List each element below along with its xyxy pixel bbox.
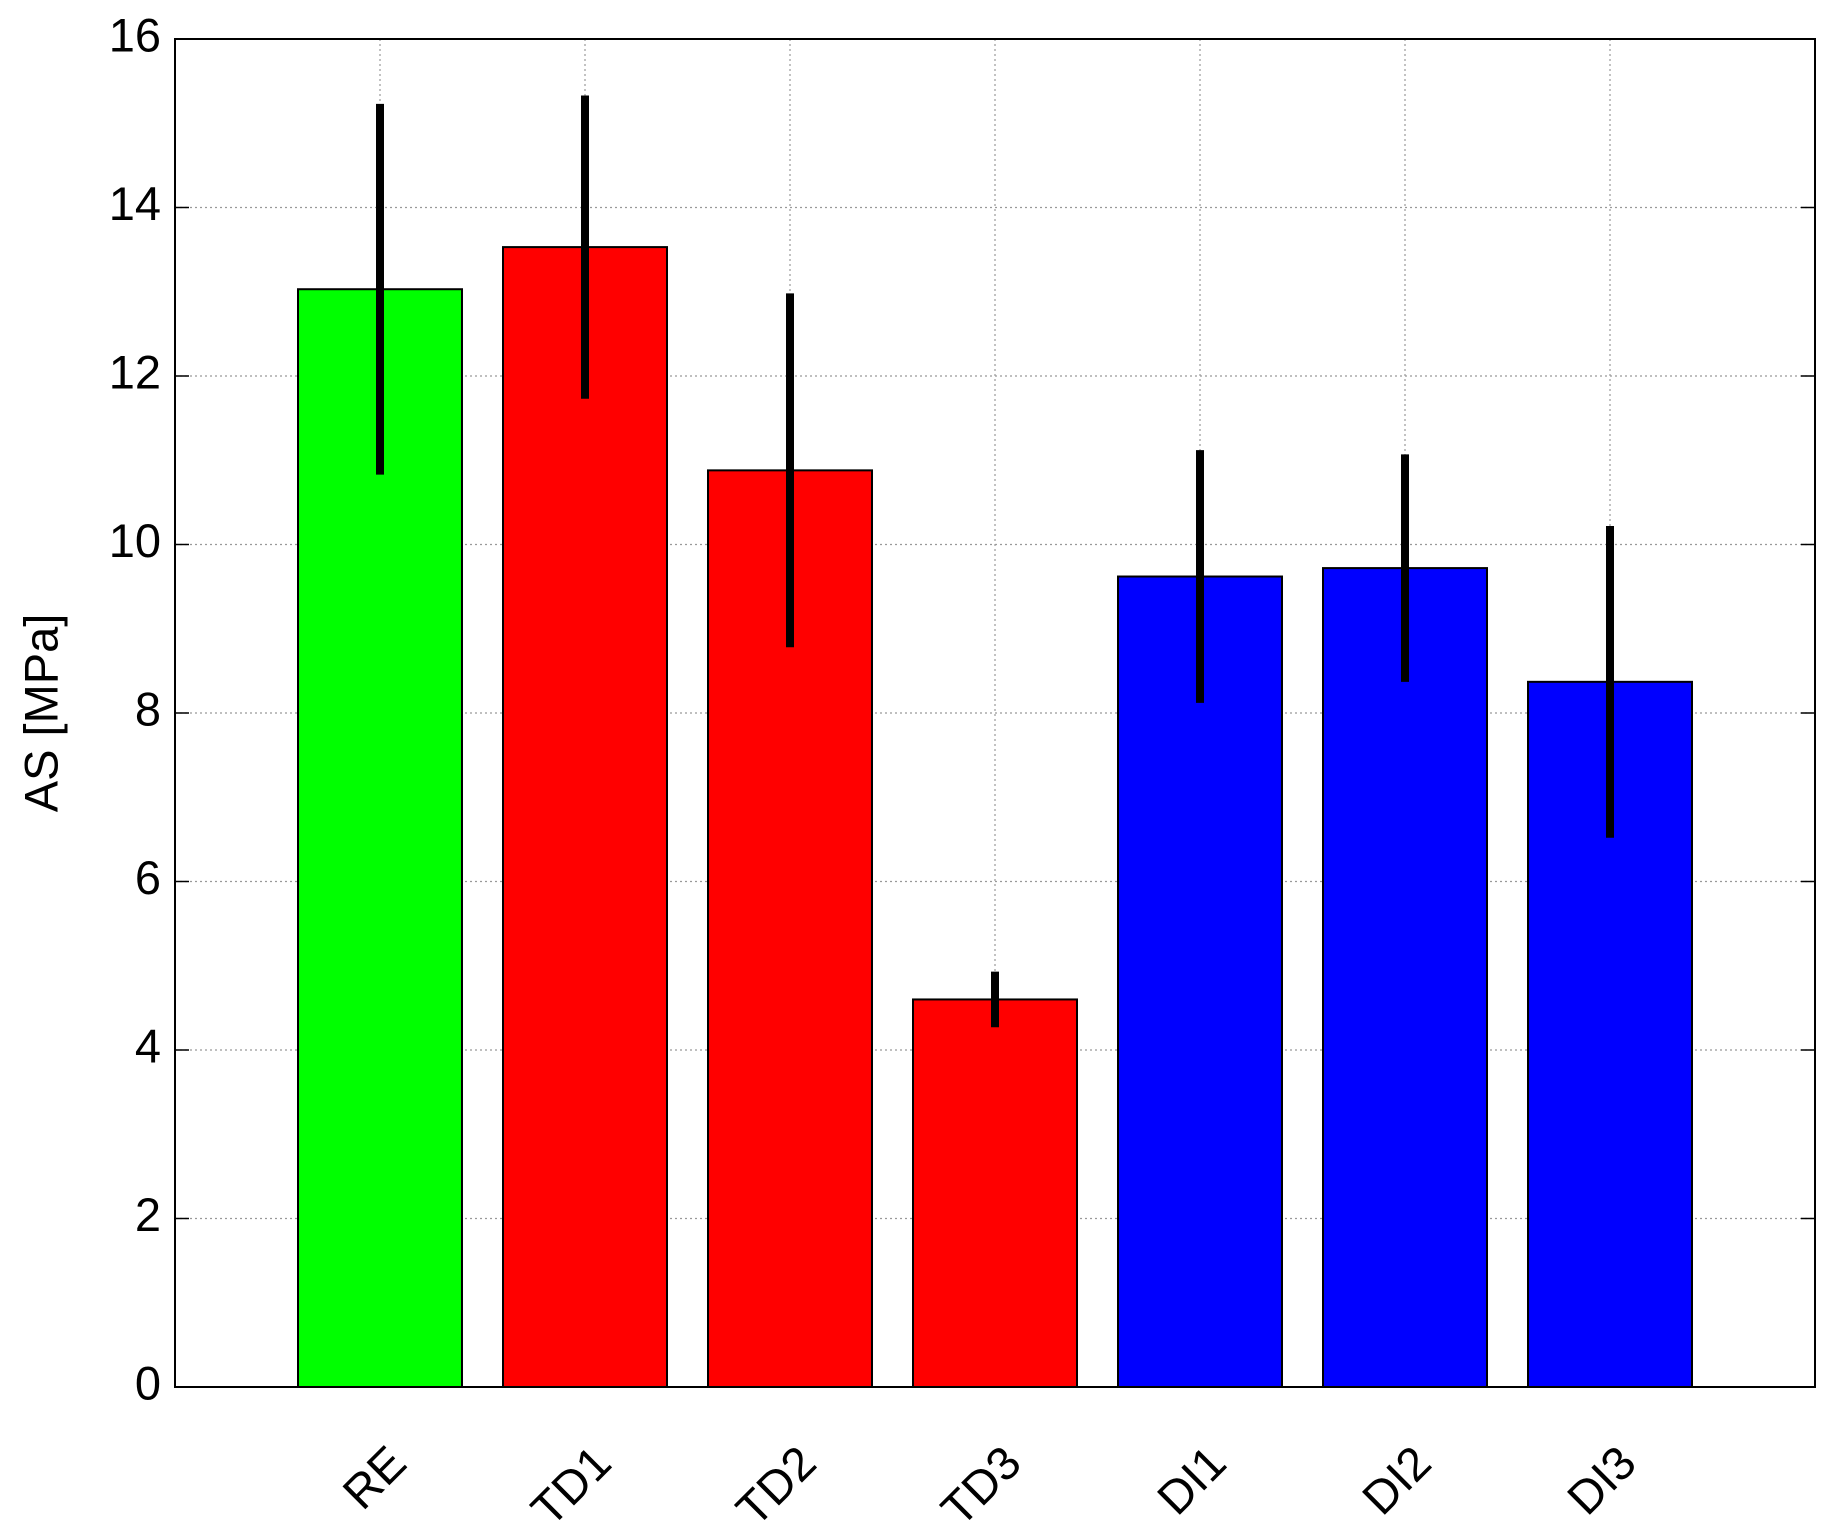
y-tick-label: 16: [109, 8, 161, 61]
y-tick-label: 8: [135, 682, 161, 735]
y-tick-label: 2: [135, 1188, 161, 1241]
y-axis-label: AS [MPa]: [14, 614, 67, 813]
y-tick-label: 14: [109, 177, 161, 230]
bar: [1117, 575, 1283, 1388]
x-tick-label: TD2: [726, 1435, 826, 1535]
bar: [1322, 567, 1488, 1388]
x-tick-label: TD3: [931, 1435, 1031, 1535]
y-tick-label: 0: [135, 1356, 161, 1409]
bar: [502, 246, 668, 1388]
y-tick-label: 6: [135, 851, 161, 904]
x-tick-label: DI3: [1557, 1435, 1646, 1524]
x-tick-label: DI1: [1147, 1435, 1236, 1524]
x-tick-label: RE: [332, 1435, 416, 1519]
y-tick-label: 4: [135, 1019, 161, 1072]
bar: [912, 998, 1078, 1388]
x-tick-label: DI2: [1352, 1435, 1441, 1524]
x-tick-label: TD1: [521, 1435, 621, 1535]
y-tick-label: 10: [109, 514, 161, 567]
y-tick-label: 12: [109, 345, 161, 398]
plot-frame: [174, 38, 1816, 1388]
